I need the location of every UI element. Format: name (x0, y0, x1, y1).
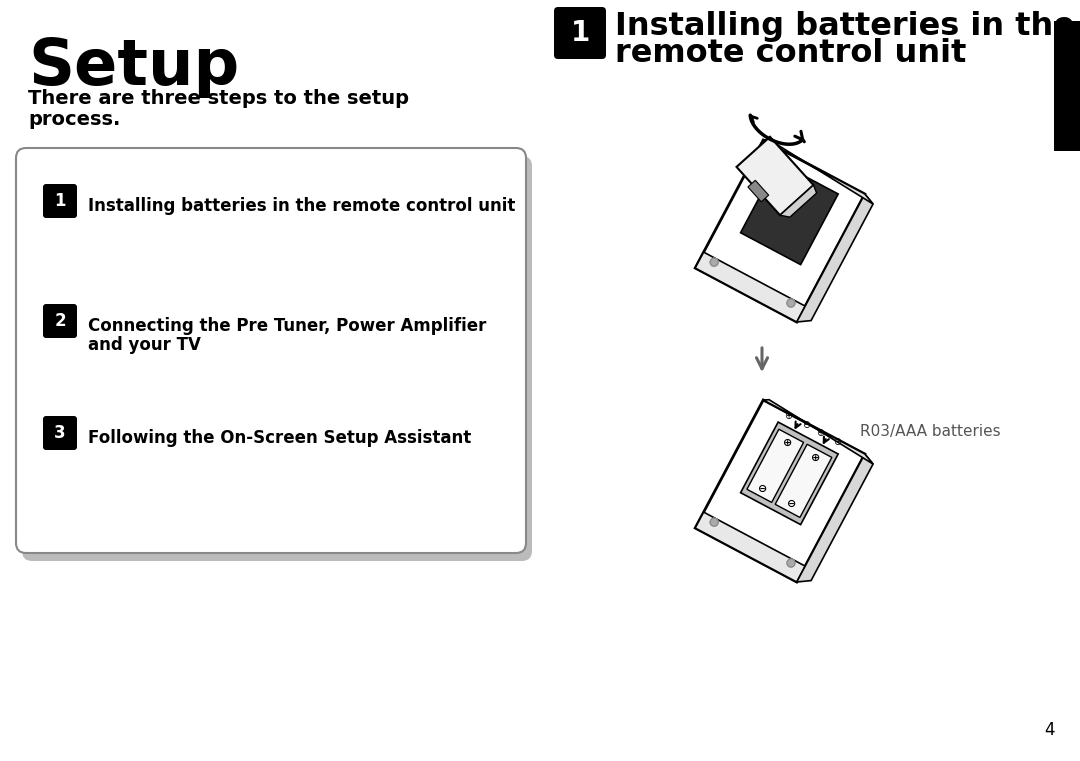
Polygon shape (764, 400, 873, 464)
FancyBboxPatch shape (22, 156, 532, 561)
FancyBboxPatch shape (43, 304, 77, 338)
Circle shape (711, 258, 718, 266)
Text: ⊕: ⊕ (784, 411, 793, 421)
Text: Installing batteries in the: Installing batteries in the (615, 11, 1075, 42)
Text: Following the On-Screen Setup Assistant: Following the On-Screen Setup Assistant (87, 429, 471, 447)
Text: ⊖: ⊖ (801, 420, 810, 431)
Text: remote control unit: remote control unit (615, 38, 967, 69)
Text: There are three steps to the setup: There are three steps to the setup (28, 89, 409, 108)
Text: ⊖: ⊖ (834, 438, 841, 447)
Text: Installing batteries in the remote control unit: Installing batteries in the remote contr… (87, 197, 515, 215)
Polygon shape (741, 162, 838, 265)
Text: Setup: Setup (28, 36, 240, 98)
FancyBboxPatch shape (43, 184, 77, 218)
Text: 2: 2 (54, 312, 66, 330)
Text: R03/AAA batteries: R03/AAA batteries (860, 425, 1000, 439)
FancyBboxPatch shape (43, 416, 77, 450)
Text: ⊖: ⊖ (758, 484, 768, 494)
Text: 1: 1 (570, 19, 590, 47)
Bar (1054, 21, 1080, 151)
Polygon shape (764, 140, 873, 204)
Circle shape (787, 299, 795, 307)
Polygon shape (696, 512, 806, 582)
Text: 3: 3 (54, 424, 66, 442)
Polygon shape (797, 194, 873, 322)
Polygon shape (780, 185, 816, 217)
Circle shape (787, 559, 795, 567)
Text: 1: 1 (54, 192, 66, 210)
Polygon shape (696, 400, 865, 582)
Text: ⊕: ⊕ (783, 438, 792, 448)
Polygon shape (696, 140, 865, 322)
Circle shape (711, 518, 718, 526)
Text: and your TV: and your TV (87, 336, 201, 354)
Text: ⊕: ⊕ (811, 453, 821, 463)
Text: process.: process. (28, 110, 120, 129)
Polygon shape (747, 180, 769, 202)
FancyBboxPatch shape (554, 7, 606, 59)
Polygon shape (737, 137, 813, 215)
Text: ⊕: ⊕ (815, 428, 824, 438)
FancyBboxPatch shape (16, 148, 526, 553)
Polygon shape (696, 252, 806, 322)
Text: ⊖: ⊖ (786, 498, 796, 509)
Polygon shape (747, 429, 804, 502)
Text: Connecting the Pre Tuner, Power Amplifier: Connecting the Pre Tuner, Power Amplifie… (87, 317, 486, 335)
Polygon shape (741, 422, 838, 524)
Polygon shape (775, 444, 832, 517)
Text: 4: 4 (1044, 721, 1055, 739)
Polygon shape (797, 454, 873, 582)
